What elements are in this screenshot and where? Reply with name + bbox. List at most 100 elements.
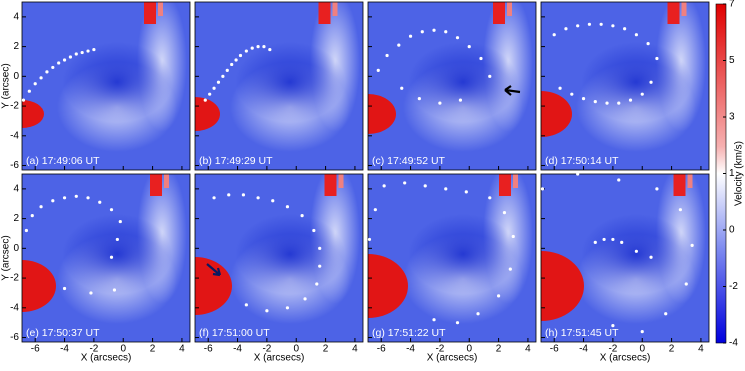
dot xyxy=(611,237,615,242)
y-tick-label: 0 xyxy=(13,71,19,82)
x-tick-label: -4 xyxy=(233,344,242,355)
dot xyxy=(423,184,427,188)
panel-label: (h) 17:51:45 UT xyxy=(545,327,619,339)
map-red xyxy=(541,251,584,321)
dot xyxy=(511,234,515,239)
colorbar-tick-label: -2 xyxy=(729,281,738,292)
dot xyxy=(212,196,216,200)
dot xyxy=(256,45,260,49)
colorbar-tick-label: 1 xyxy=(729,168,735,179)
x-tick-label: -2 xyxy=(608,344,617,355)
panel-label: (a) 17:49:06 UT xyxy=(26,155,100,167)
dot xyxy=(250,46,254,50)
dot xyxy=(605,101,609,105)
dot xyxy=(634,33,638,37)
dot xyxy=(27,89,31,93)
map-red xyxy=(195,257,232,315)
map-dark xyxy=(408,42,518,122)
dot xyxy=(244,303,248,307)
dot xyxy=(51,199,55,203)
dot xyxy=(45,70,49,74)
arrow xyxy=(206,263,222,277)
dot xyxy=(400,86,404,90)
dot xyxy=(382,184,386,188)
dot xyxy=(684,282,688,286)
dot xyxy=(649,255,653,259)
dot xyxy=(241,193,246,197)
velocity-map xyxy=(541,2,709,170)
dot xyxy=(508,267,512,271)
dot xyxy=(599,22,603,26)
dot xyxy=(611,324,615,328)
panel-label: (b) 17:49:29 UT xyxy=(199,155,273,167)
map-red xyxy=(22,260,56,312)
dot xyxy=(318,246,322,250)
dot xyxy=(502,211,507,215)
dot xyxy=(227,193,231,197)
y-tick-label: -6 xyxy=(10,332,19,343)
dot xyxy=(285,306,290,310)
y-tick-label: 4 xyxy=(13,12,19,23)
x-tick-label: 4 xyxy=(179,344,185,355)
dot xyxy=(39,76,43,80)
map-red-top xyxy=(687,174,693,188)
panel-frame xyxy=(194,1,364,171)
y-axis-label: Y (arcsec) xyxy=(1,63,12,108)
dot xyxy=(203,98,207,102)
x-tick-label: 0 xyxy=(466,344,472,355)
dot xyxy=(33,82,37,86)
dot xyxy=(576,172,580,176)
dot xyxy=(611,24,615,28)
dot xyxy=(39,205,43,209)
dot xyxy=(373,208,377,212)
dot xyxy=(397,43,401,47)
map-red-top xyxy=(493,2,505,24)
dot xyxy=(602,237,606,242)
dot xyxy=(458,98,463,102)
colorbar-tick-label: 7 xyxy=(729,0,735,10)
panel-frame xyxy=(540,173,710,343)
map-dark xyxy=(581,42,691,122)
dot xyxy=(109,208,114,212)
map-red xyxy=(541,91,572,137)
panel-frame xyxy=(21,1,191,171)
map-red-top xyxy=(499,174,511,196)
map-red-top xyxy=(158,2,163,16)
map-red xyxy=(195,97,220,131)
map-red xyxy=(22,100,44,128)
dot xyxy=(244,49,248,53)
dot xyxy=(312,228,316,233)
y-tick-label: 2 xyxy=(13,213,19,224)
x-tick-label: -6 xyxy=(377,344,386,355)
dot xyxy=(581,97,586,101)
dot xyxy=(467,45,471,49)
y-tick-label: 2 xyxy=(13,41,19,52)
map-red-top xyxy=(673,174,686,196)
dot xyxy=(640,92,644,96)
dot xyxy=(62,196,67,200)
dot xyxy=(628,98,633,102)
dot xyxy=(444,30,448,34)
velocity-map xyxy=(195,174,363,342)
dot xyxy=(221,74,225,78)
dot xyxy=(62,286,67,291)
dot xyxy=(51,65,55,70)
dot xyxy=(488,196,492,200)
dot xyxy=(315,282,319,286)
dot xyxy=(367,237,372,242)
dot xyxy=(68,55,73,59)
x-tick-label: 0 xyxy=(120,344,126,355)
map-red xyxy=(368,94,396,134)
dot xyxy=(285,205,290,209)
map-red-top xyxy=(667,2,680,24)
y-tick-label: -6 xyxy=(10,160,19,171)
panel-frame xyxy=(194,173,364,343)
dot xyxy=(30,214,34,218)
x-tick-label: 2 xyxy=(496,344,502,355)
dot xyxy=(225,68,229,72)
y-tick-label: -2 xyxy=(10,101,19,112)
dot xyxy=(617,178,621,182)
dot xyxy=(303,297,307,301)
x-tick-label: 4 xyxy=(525,344,531,355)
colorbar-tick-label: -4 xyxy=(729,338,738,349)
